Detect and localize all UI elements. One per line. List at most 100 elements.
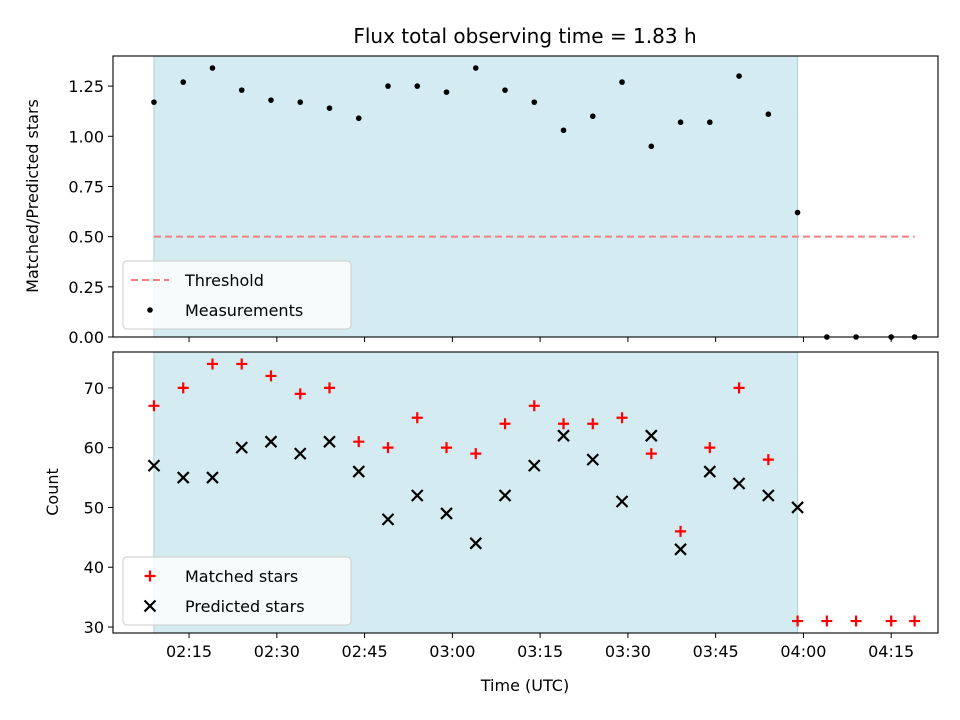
data-point [326, 105, 333, 111]
data-point [148, 400, 160, 412]
top-panel: 0.00 0.25 0.50 0.75 1.00 1.25 Threshold Measure… [68, 55, 939, 347]
legend-marker-swatch [144, 570, 156, 582]
y-tick-label: 0.75 [68, 177, 104, 196]
data-point [498, 489, 512, 502]
data-point [265, 370, 277, 382]
y-tick-label: 0.00 [68, 328, 104, 347]
legend-label: Matched stars [185, 567, 298, 586]
data-point [206, 358, 218, 370]
x-tick-label: 03:15 [517, 642, 563, 661]
x-tick-label: 03:45 [693, 642, 739, 661]
data-point [352, 465, 366, 478]
data-point [645, 429, 658, 442]
data-point [821, 615, 833, 627]
data-point [765, 111, 772, 118]
data-point [648, 143, 655, 150]
series-1 [147, 429, 804, 556]
data-point [268, 97, 274, 103]
data-point [151, 99, 157, 105]
y-tick-label: 60 [84, 439, 104, 458]
data-point [531, 99, 538, 105]
legend-marker-swatch [147, 307, 153, 313]
data-point [703, 465, 717, 478]
legend: Matched stars Predicted stars [122, 556, 352, 626]
data-point [180, 79, 187, 85]
data-point [209, 65, 216, 71]
data-point [704, 442, 716, 454]
data-point [238, 87, 245, 93]
data-point [762, 454, 774, 466]
plot-frame [112, 351, 939, 634]
data-point [707, 119, 713, 126]
data-point [323, 382, 335, 394]
data-point [733, 382, 745, 394]
legend-box [122, 260, 352, 330]
data-point [236, 358, 248, 370]
x-tick-label: 04:00 [780, 642, 826, 661]
y-tick-label: 1.25 [68, 77, 104, 96]
data-point [235, 441, 249, 454]
bottom-y-axis-label: Count [43, 468, 62, 516]
data-point [323, 435, 336, 448]
data-point [616, 412, 628, 424]
data-point [589, 113, 596, 120]
data-point [293, 447, 307, 460]
data-point [147, 459, 161, 472]
x-tick-label: 03:00 [429, 642, 475, 661]
legend-marker-swatch [143, 599, 157, 613]
data-point [264, 435, 278, 448]
data-point [294, 388, 306, 400]
data-point [528, 400, 540, 412]
data-point [443, 89, 450, 95]
bottom-panel: 30 40 50 60 70 02:15 02:30 02:45 03:00 03:15 03:30… [84, 351, 939, 661]
data-point [587, 418, 599, 430]
x-tick-label: 02:15 [166, 642, 212, 661]
data-point [732, 477, 746, 490]
data-point [353, 436, 365, 448]
data-point [502, 87, 508, 93]
y-tick-label: 30 [84, 618, 104, 637]
data-point [645, 448, 657, 460]
legend-label: Predicted stars [185, 597, 305, 616]
data-point [381, 513, 395, 526]
data-point [560, 127, 567, 134]
data-point [794, 209, 801, 216]
data-point [850, 615, 862, 627]
data-point [411, 412, 423, 424]
data-point [736, 73, 742, 79]
data-point [558, 418, 570, 430]
data-point [441, 442, 453, 454]
data-point [499, 418, 511, 430]
y-tick-label: 40 [84, 558, 104, 577]
data-point [382, 442, 394, 454]
data-point [414, 83, 421, 89]
data-point [176, 471, 190, 484]
legend-label: Measurements [185, 301, 303, 320]
series-0 [151, 65, 918, 340]
x-tick-label: 02:45 [342, 642, 388, 661]
y-tick-label: 0.50 [68, 228, 104, 247]
y-tick-label: 1.00 [68, 127, 104, 146]
data-point [527, 459, 541, 472]
data-point [675, 525, 687, 537]
plot-frame [112, 55, 939, 338]
data-point [677, 119, 684, 126]
data-point [791, 501, 804, 514]
data-point [909, 615, 921, 627]
series-0 [148, 358, 921, 627]
data-point [177, 382, 189, 394]
x-tick-label: 04:15 [868, 642, 914, 661]
data-point [472, 65, 479, 71]
data-point [557, 429, 570, 442]
data-point [586, 453, 600, 466]
data-point [615, 495, 629, 508]
x-tick-label: 03:30 [605, 642, 651, 661]
x-axis-label: Time (UTC) [480, 676, 569, 695]
data-point [469, 537, 483, 550]
data-point [674, 543, 687, 556]
data-point [206, 471, 219, 484]
data-point [885, 615, 897, 627]
top-y-axis-label: Matched/Predicted stars [23, 99, 42, 293]
data-point [762, 489, 775, 502]
